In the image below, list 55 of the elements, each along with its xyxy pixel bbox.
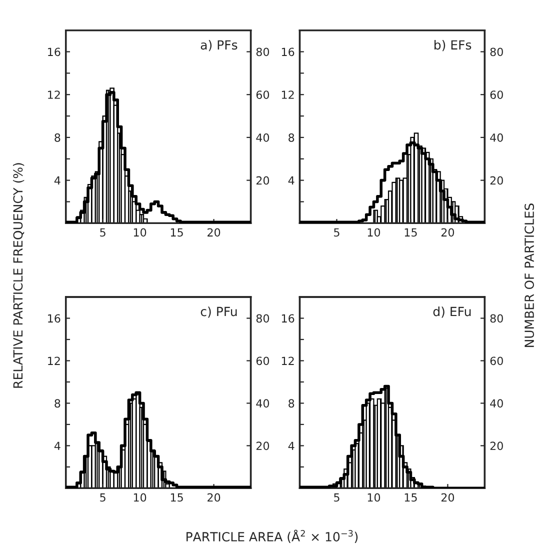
x-tick-label: 15: [170, 493, 183, 502]
y2-tick-label: 40: [256, 133, 270, 142]
y2-tick-label: 80: [256, 48, 270, 56]
y2-tick-label: 60: [256, 90, 270, 99]
x-tick-label: 10: [134, 228, 146, 237]
y2-tick-label: 80: [256, 314, 270, 323]
x-tick-label: 10: [134, 493, 146, 502]
y-tick-label: 4: [288, 176, 294, 185]
y2-tick-label: 40: [256, 399, 270, 408]
x-tick-label: 20: [441, 228, 454, 237]
y2-tick-label: 80: [490, 314, 503, 323]
annotation: d) EFu: [433, 306, 471, 318]
x-tick-label: 10: [368, 493, 380, 502]
y-tick-label: 4: [54, 176, 60, 185]
y2-tick-label: 20: [490, 176, 503, 185]
x-tick-label: 5: [334, 228, 340, 237]
y-tick-label: 16: [282, 314, 294, 323]
y-tick-label: 8: [288, 399, 294, 408]
y-tick-label: 8: [54, 133, 60, 142]
annotation: c) PFu: [200, 306, 237, 318]
x-tick-label: 5: [100, 493, 106, 502]
x-tick-label: 10: [368, 228, 380, 237]
x-axis-title: PARTICLE AREA (Å$^{2}$ × 10$^{−3}$): [186, 530, 358, 543]
y2-axis-title: NUMBER OF PARTICLES: [524, 204, 534, 347]
x-tick-label: 20: [441, 493, 454, 502]
y2-tick-label: 60: [490, 356, 503, 366]
y-tick-label: 8: [288, 133, 294, 142]
y-tick-label: 4: [288, 442, 294, 450]
annotation: a) PFs: [200, 40, 238, 52]
y-tick-label: 12: [282, 90, 294, 99]
y-tick-label: 12: [282, 356, 294, 365]
y-tick-label: 12: [48, 356, 60, 365]
y-tick-label: 16: [282, 48, 294, 56]
y2-tick-label: 20: [256, 176, 270, 185]
x-tick-label: 15: [404, 493, 417, 502]
y2-tick-label: 40: [490, 399, 503, 408]
x-tick-label: 15: [170, 228, 183, 237]
y-tick-label: 16: [48, 48, 60, 56]
x-tick-label: 5: [100, 228, 106, 237]
y2-tick-label: 60: [490, 90, 503, 99]
x-tick-label: 20: [208, 493, 220, 502]
x-tick-label: 15: [404, 228, 417, 237]
y2-tick-label: 20: [490, 442, 503, 450]
y2-tick-label: 80: [490, 48, 503, 56]
y-axis-title: RELATIVE PARTICLE FREQUENCY (%): [13, 163, 24, 388]
y2-tick-label: 40: [490, 133, 503, 142]
y2-tick-label: 60: [256, 356, 270, 366]
y-tick-label: 8: [54, 399, 60, 408]
y2-tick-label: 20: [256, 442, 270, 450]
annotation: b) EFs: [434, 40, 472, 52]
y-tick-label: 16: [48, 314, 60, 323]
x-tick-label: 5: [334, 493, 340, 502]
y-tick-label: 12: [48, 90, 60, 99]
y-tick-label: 4: [54, 442, 60, 450]
x-tick-label: 20: [208, 228, 220, 237]
